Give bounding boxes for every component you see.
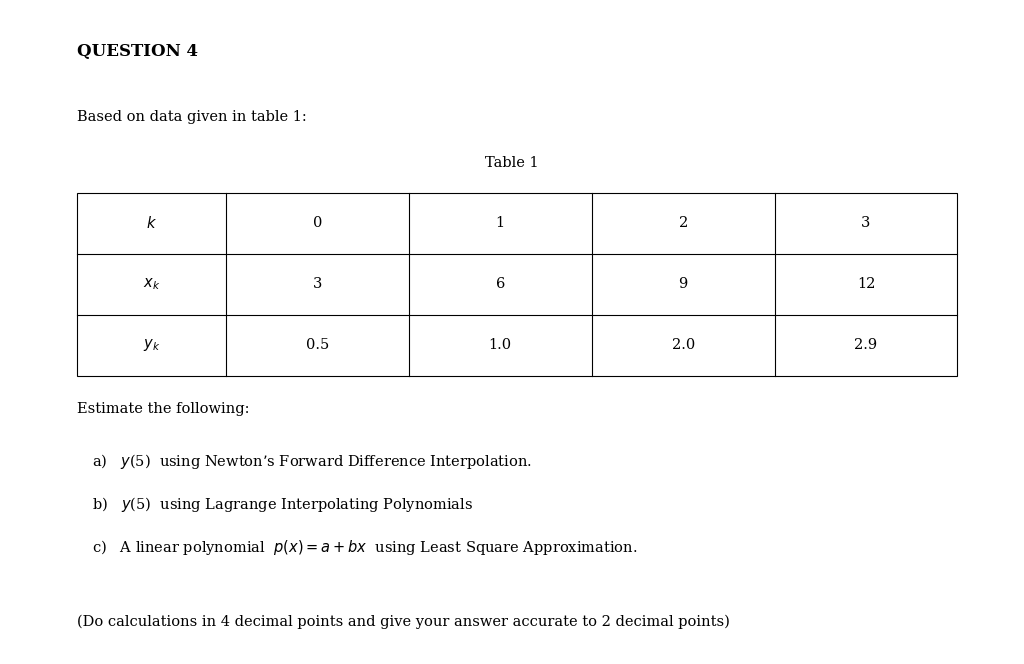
Text: 3: 3 [861,216,870,230]
Text: $y_k$: $y_k$ [142,337,160,353]
Text: a)   $y$(5)  using Newton’s Forward Difference Interpolation.: a) $y$(5) using Newton’s Forward Differe… [92,452,532,471]
Bar [77,193,957,376]
Text: Based on data given in table 1:: Based on data given in table 1: [77,110,306,124]
Text: 2: 2 [679,216,688,230]
Text: 9: 9 [679,277,688,291]
Text: $k$: $k$ [145,215,157,231]
Text: 12: 12 [857,277,876,291]
Text: 3: 3 [312,277,323,291]
Text: 1: 1 [496,216,505,230]
Text: 2.9: 2.9 [854,338,878,353]
Text: 0.5: 0.5 [306,338,329,353]
Text: QUESTION 4: QUESTION 4 [77,43,198,60]
Text: b)   $y$(5)  using Lagrange Interpolating Polynomials: b) $y$(5) using Lagrange Interpolating P… [92,495,473,514]
Text: 2.0: 2.0 [672,338,694,353]
Text: Estimate the following:: Estimate the following: [77,402,249,416]
Text: 0: 0 [312,216,323,230]
Text: 1.0: 1.0 [488,338,512,353]
Text: Table 1: Table 1 [485,156,539,170]
Text: $x_k$: $x_k$ [142,276,160,292]
Text: (Do calculations in 4 decimal points and give your answer accurate to 2 decimal : (Do calculations in 4 decimal points and… [77,614,730,629]
Text: 6: 6 [496,277,505,291]
Text: c)   A linear polynomial  $p(x) = a + bx$  using Least Square Approximation.: c) A linear polynomial $p(x) = a + bx$ u… [92,538,638,557]
